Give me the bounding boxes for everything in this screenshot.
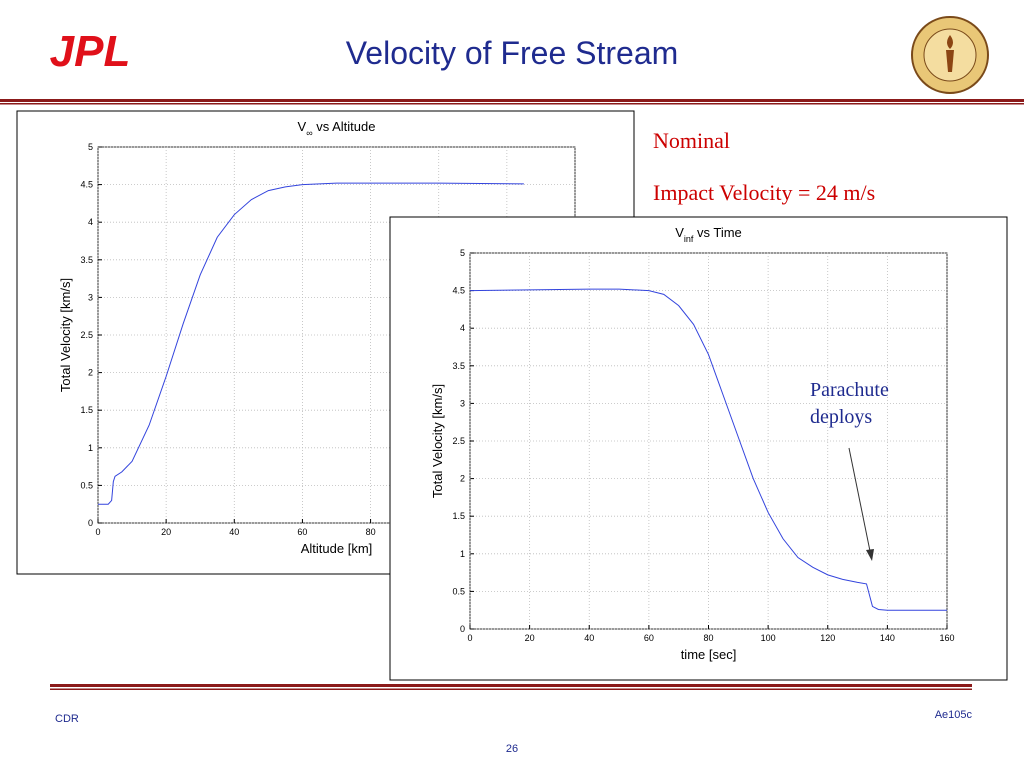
x-tick-label: 20 (161, 527, 171, 537)
y-tick-label: 4 (88, 217, 93, 227)
title-part: ∞ (306, 128, 312, 138)
y-tick-label: 0.5 (452, 586, 465, 596)
footer-right: Ae105c (935, 709, 973, 721)
x-tick-label: 160 (939, 633, 954, 643)
note: Nominal (653, 128, 730, 153)
rule (0, 99, 1024, 102)
y-axis-label: Total Velocity [km/s] (58, 278, 73, 392)
x-tick-label: 120 (820, 633, 835, 643)
x-tick-label: 20 (525, 633, 535, 643)
x-tick-label: 40 (229, 527, 239, 537)
title-part: inf (684, 234, 694, 244)
x-tick-label: 0 (95, 527, 100, 537)
y-tick-label: 4 (460, 323, 465, 333)
annotation: deploys (810, 406, 872, 428)
page-number: 26 (506, 743, 518, 755)
x-tick-label: 80 (703, 633, 713, 643)
x-tick-label: 140 (880, 633, 895, 643)
slide-title: Velocity of Free Stream (346, 35, 679, 71)
chart: 0 0.5 1 1.5 2 2.5 3 3.5 4 4.5 5 0 20 40 60 80 100 120 140 1… (389, 216, 1008, 681)
y-tick-label: 1 (460, 549, 465, 559)
x-tick-label: 0 (467, 633, 472, 643)
x-axis-label: Altitude [km] (301, 541, 373, 556)
y-tick-label: 2.5 (80, 330, 93, 340)
rule (50, 684, 972, 687)
y-tick-label: 4.5 (452, 286, 465, 296)
chart-title: V∞ vs Altitude (298, 119, 376, 138)
y-tick-label: 3 (88, 292, 93, 302)
y-tick-label: 1.5 (80, 405, 93, 415)
x-axis-label: time [sec] (681, 647, 737, 662)
seal (911, 16, 989, 94)
title-part: vs Altitude (313, 119, 376, 134)
plot-area (469, 252, 948, 630)
y-tick-label: 3.5 (80, 255, 93, 265)
x-tick-label: 80 (366, 527, 376, 537)
x-tick-label: 60 (297, 527, 307, 537)
y-tick-label: 3.5 (452, 361, 465, 371)
data-line (98, 182, 524, 505)
x-tick-label: 60 (644, 633, 654, 643)
y-tick-label: 1 (88, 443, 93, 453)
rule (0, 103, 1024, 105)
arrow-head (866, 549, 874, 561)
note: Impact Velocity = 24 m/s (653, 180, 875, 205)
title-part: V (675, 225, 684, 240)
data-line (469, 288, 947, 611)
y-tick-label: 2 (88, 368, 93, 378)
y-tick-label: 4.5 (80, 180, 93, 190)
y-axis-label: Total Velocity [km/s] (430, 384, 445, 498)
title-part: V (298, 119, 307, 134)
y-tick-label: 2.5 (452, 436, 465, 446)
x-tick-label: 40 (584, 633, 594, 643)
y-tick-label: 5 (88, 142, 93, 152)
y-tick-label: 5 (460, 248, 465, 258)
y-tick-label: 1.5 (452, 511, 465, 521)
rule (50, 688, 972, 690)
y-tick-label: 3 (460, 398, 465, 408)
y-tick-label: 0.5 (80, 480, 93, 490)
annotation: Parachute (810, 379, 889, 401)
y-tick-label: 0 (88, 518, 93, 528)
title-part: vs Time (693, 225, 741, 240)
y-tick-label: 0 (460, 624, 465, 634)
y-tick-label: 2 (460, 474, 465, 484)
footer-left: CDR (55, 713, 79, 725)
logo: JPL (50, 27, 131, 76)
annotation-arrow (848, 447, 872, 557)
chart-title: Vinf vs Time (675, 225, 742, 244)
x-tick-label: 100 (761, 633, 776, 643)
